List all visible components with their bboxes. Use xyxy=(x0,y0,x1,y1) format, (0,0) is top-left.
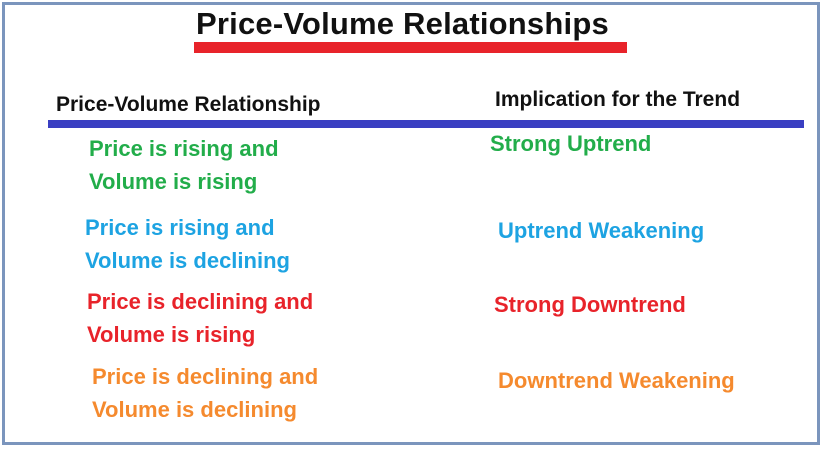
row-2-relationship-line1: Price is rising and xyxy=(85,215,275,240)
row-1-relationship-line2: Volume is rising xyxy=(89,169,258,194)
row-2-relationship-line2: Volume is declining xyxy=(85,248,290,273)
header-implication: Implication for the Trend xyxy=(495,88,741,111)
page-title: Price-Volume Relationships xyxy=(196,6,609,41)
title-underline xyxy=(194,42,627,53)
row-3-relationship-line1: Price is declining and xyxy=(87,289,314,314)
row-3-relationship: Price is declining and Volume is rising xyxy=(87,285,313,351)
row-4-relationship-line1: Price is declining and xyxy=(92,364,319,389)
row-1-implication: Strong Uptrend xyxy=(490,131,652,156)
row-3-relationship-line2: Volume is rising xyxy=(87,322,256,347)
header-relationship: Price-Volume Relationship xyxy=(56,93,321,116)
slide-frame xyxy=(2,2,820,445)
row-4-implication: Downtrend Weakening xyxy=(498,368,735,393)
row-1-relationship: Price is rising and Volume is rising xyxy=(89,132,279,198)
row-3-implication: Strong Downtrend xyxy=(494,292,686,317)
row-2-implication: Uptrend Weakening xyxy=(498,218,705,243)
row-1-relationship-line1: Price is rising and xyxy=(89,136,279,161)
row-4-relationship-line2: Volume is declining xyxy=(92,397,297,422)
row-4-relationship: Price is declining and Volume is declini… xyxy=(92,360,318,426)
header-divider xyxy=(48,120,804,128)
row-2-relationship: Price is rising and Volume is declining xyxy=(85,211,290,277)
